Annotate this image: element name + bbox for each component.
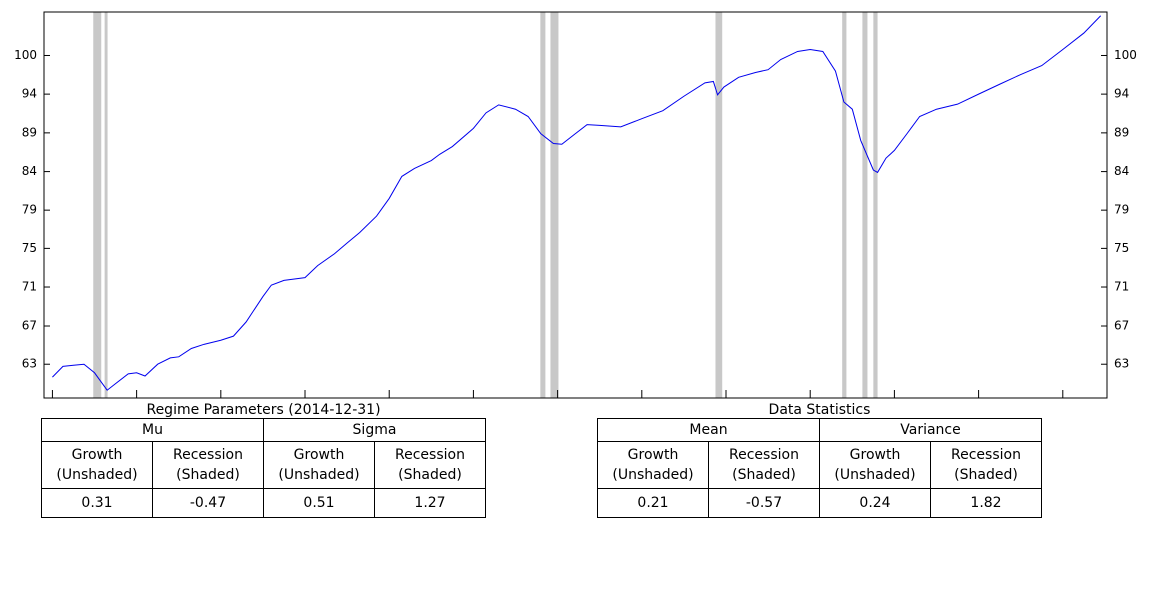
value-cell: -0.47: [152, 488, 264, 518]
recession-band: [862, 12, 868, 398]
value-cell: 1.27: [374, 488, 486, 518]
row: Mean Variance: [597, 418, 1042, 442]
y-tick-label: 100: [14, 48, 37, 62]
y-tick-label: 89: [1114, 125, 1129, 139]
sub-header: Growth (Unshaded): [41, 441, 153, 489]
sub-header: Recession (Shaded): [152, 441, 264, 489]
y-tick-label: 79: [22, 203, 37, 217]
value-cell: 0.24: [819, 488, 931, 518]
row: Mu Sigma: [41, 418, 486, 442]
sub-header: Recession (Shaded): [708, 441, 820, 489]
recession-band: [540, 12, 546, 398]
value-cell: 1.82: [930, 488, 1042, 518]
sub-header: Recession (Shaded): [930, 441, 1042, 489]
row: Growth (Unshaded) Recession (Shaded) Growt…: [41, 441, 486, 489]
sub-header: Growth (Unshaded): [597, 441, 709, 489]
sub-header: Recession (Shaded): [374, 441, 486, 489]
group-header: Mu: [41, 418, 264, 442]
recession-band: [104, 12, 108, 398]
series-line: [52, 15, 1102, 391]
row: 0.21 -0.57 0.24 1.82: [597, 488, 1042, 518]
y-tick-label: 63: [1114, 357, 1129, 371]
value-cell: 0.51: [263, 488, 375, 518]
plot-frame: [43, 11, 1108, 399]
sub-header: Growth (Unshaded): [263, 441, 375, 489]
group-header: Mean: [597, 418, 820, 442]
table-block: Regime Parameters (2014-12-31) Mu Sigma Gro…: [41, 402, 486, 518]
sub-header: Growth (Unshaded): [819, 441, 931, 489]
value-cell: -0.57: [708, 488, 820, 518]
y-tick-label: 79: [1114, 203, 1129, 217]
recession-band: [715, 12, 723, 398]
group-header: Variance: [819, 418, 1042, 442]
table-title: Data Statistics: [768, 402, 871, 418]
value-cell: 0.21: [597, 488, 709, 518]
y-tick-label: 84: [22, 164, 37, 178]
group-header: Sigma: [263, 418, 486, 442]
y-tick-label: 67: [22, 319, 37, 333]
table: Mu Sigma Growth (Unshaded) Recession (Shade…: [41, 418, 486, 518]
row: 0.31 -0.47 0.51 1.27: [41, 488, 486, 518]
y-tick-label: 67: [1114, 319, 1129, 333]
y-tick-label: 94: [22, 87, 37, 101]
y-tick-label: 75: [1114, 241, 1129, 255]
recession-band: [550, 12, 559, 398]
recession-band: [873, 12, 878, 398]
y-tick-label: 100: [1114, 48, 1137, 62]
y-tick-label: 84: [1114, 164, 1129, 178]
y-tick-label: 63: [22, 357, 37, 371]
table: Mean Variance Growth (Unshaded) Recession (…: [597, 418, 1042, 518]
y-tick-label: 71: [22, 280, 37, 294]
table-block: Data Statistics Mean Variance Growth (Unsha…: [597, 402, 1042, 518]
y-tick-label: 94: [1114, 87, 1129, 101]
value-cell: 0.31: [41, 488, 153, 518]
recession-band: [93, 12, 102, 398]
table-title: Regime Parameters (2014-12-31): [146, 402, 381, 418]
row: Growth (Unshaded) Recession (Shaded) Growt…: [597, 441, 1042, 489]
y-tick-label: 75: [22, 241, 37, 255]
chart: 6363676771717575797984848989949410010019…: [14, 11, 1137, 399]
y-tick-label: 71: [1114, 280, 1129, 294]
y-tick-label: 89: [22, 125, 37, 139]
recession-band: [842, 12, 847, 398]
